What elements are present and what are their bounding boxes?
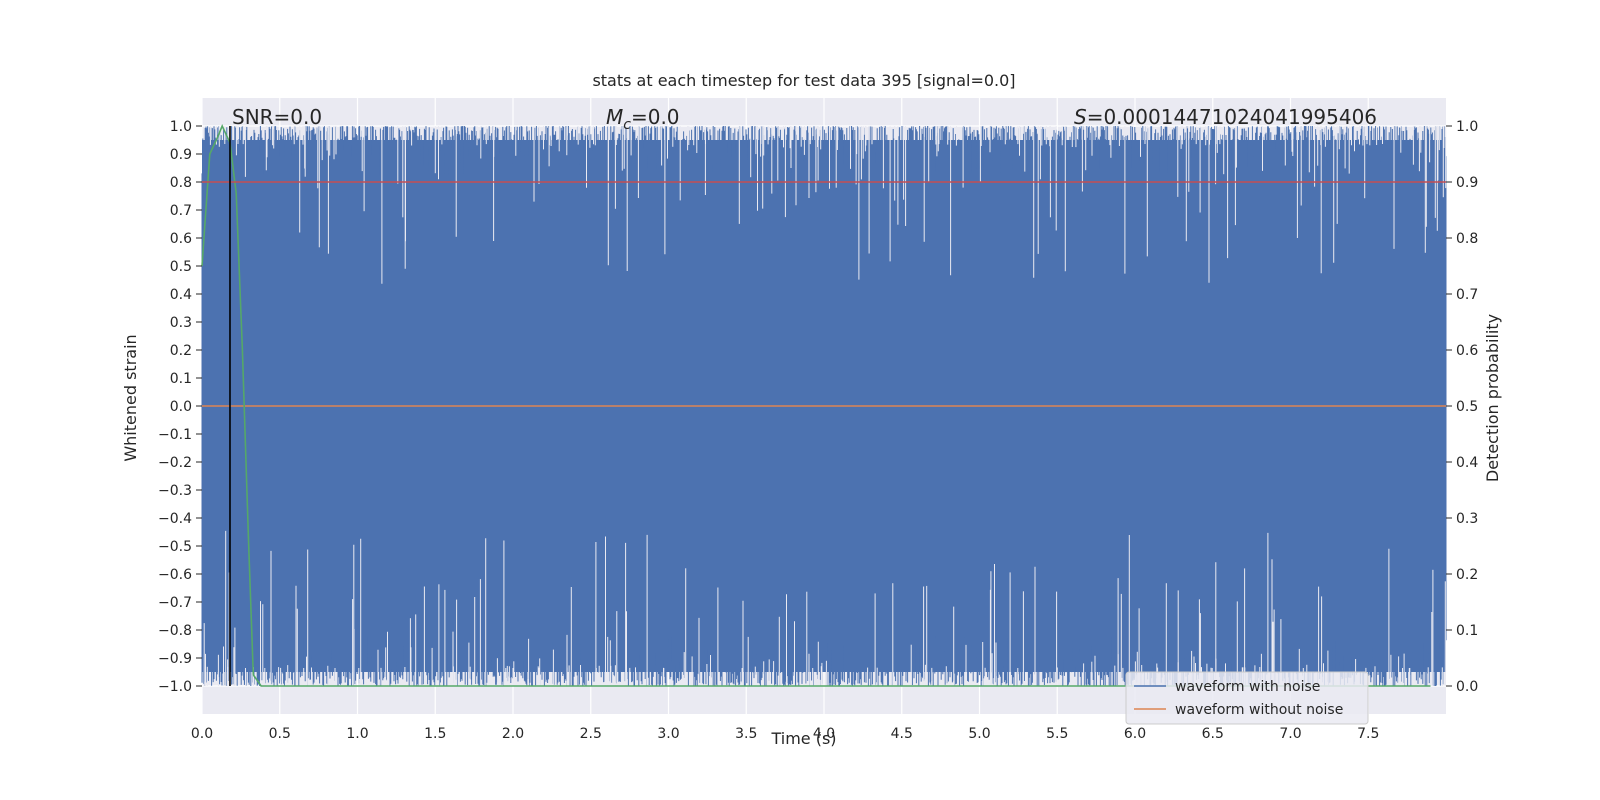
y-right-axis-label: Detection probability bbox=[1483, 314, 1502, 482]
x-tick-label: 6.5 bbox=[1202, 726, 1224, 742]
x-tick-label: 3.5 bbox=[735, 726, 757, 742]
y-left-tick-label: 0.9 bbox=[170, 147, 192, 163]
x-tick-label: 1.0 bbox=[346, 726, 368, 742]
y-right-tick-label: 0.9 bbox=[1456, 175, 1478, 191]
x-axis-label: Time (s) bbox=[770, 729, 836, 748]
y-right-tick-label: 1.0 bbox=[1456, 119, 1478, 135]
x-tick-label: 1.5 bbox=[424, 726, 446, 742]
annotation-s-symbol: S bbox=[1074, 105, 1087, 129]
chart-title: stats at each timestep for test data 395… bbox=[592, 71, 1015, 90]
y-left-tick-label: −0.9 bbox=[158, 651, 192, 667]
x-tick-label: 7.5 bbox=[1357, 726, 1379, 742]
y-left-tick-label: −0.3 bbox=[158, 483, 192, 499]
y-left-tick-label: −0.4 bbox=[158, 511, 192, 527]
y-left-tick-label: 0.8 bbox=[170, 175, 192, 191]
y-left-tick-label: 0.7 bbox=[170, 203, 192, 219]
y-right-tick-label: 0.1 bbox=[1456, 623, 1478, 639]
annotation-chirp-mass-symbol: M bbox=[606, 105, 623, 129]
y-right-tick-label: 0.2 bbox=[1456, 567, 1478, 583]
legend-label-waveform-with-noise: waveform with noise bbox=[1175, 679, 1320, 695]
annotation-snr-statistic: S=0.0001447102404199540​6 bbox=[1074, 105, 1377, 129]
annotation-snr: SNR=0.0 bbox=[232, 105, 322, 129]
y-right-tick-label: 0.7 bbox=[1456, 287, 1478, 303]
x-tick-label: 0.5 bbox=[269, 726, 291, 742]
y-left-tick-label: 0.2 bbox=[170, 343, 192, 359]
x-tick-label: 4.0 bbox=[813, 726, 835, 742]
legend: waveform with noise waveform without noi… bbox=[1125, 671, 1369, 725]
y-left-tick-label: 0.0 bbox=[170, 399, 192, 415]
x-tick-label: 2.0 bbox=[502, 726, 524, 742]
y-right-tick-label: 0.5 bbox=[1456, 399, 1478, 415]
x-tick-label: 7.0 bbox=[1279, 726, 1301, 742]
x-tick-label: 2.5 bbox=[580, 726, 602, 742]
y-left-tick-label: −0.5 bbox=[158, 539, 192, 555]
y-left-tick-label: 0.4 bbox=[170, 287, 192, 303]
annotation-chirp-mass: Mc=0.0 bbox=[606, 105, 680, 133]
y-left-tick-label: 0.1 bbox=[170, 371, 192, 387]
y-left-tick-label: −0.7 bbox=[158, 595, 192, 611]
legend-box bbox=[1125, 671, 1369, 725]
annotation-s-value: =0.0001447102404199540​6 bbox=[1087, 105, 1377, 129]
y-left-tick-label: −0.1 bbox=[158, 427, 192, 443]
y-left-tick-label: −1.0 bbox=[158, 679, 192, 695]
x-tick-label: 3.0 bbox=[657, 726, 679, 742]
x-tick-label: 4.5 bbox=[891, 726, 913, 742]
legend-label-waveform-without-noise: waveform without noise bbox=[1175, 702, 1343, 718]
x-tick-label: 6.0 bbox=[1124, 726, 1146, 742]
series-line-2 bbox=[201, 124, 1431, 687]
x-tick-label: 0.0 bbox=[191, 726, 213, 742]
y-right-tick-label: 0.0 bbox=[1456, 679, 1478, 695]
y-left-tick-label: 0.6 bbox=[170, 231, 192, 247]
x-tick-label: 5.5 bbox=[1046, 726, 1068, 742]
y-left-axis-ticks: 1.0 0.9 0.8 0.7 0.6 0.5 0.4 0.3 0.2 0.1 0.0 −0.1 −0.… bbox=[158, 119, 202, 695]
y-left-tick-label: −0.6 bbox=[158, 567, 192, 583]
series-lines bbox=[201, 124, 1446, 687]
y-left-tick-label: 0.3 bbox=[170, 315, 192, 331]
annotation-chirp-mass-value: =0.0 bbox=[631, 105, 680, 129]
annotation-chirp-mass-subscript: c bbox=[623, 117, 631, 133]
y-right-tick-label: 0.6 bbox=[1456, 343, 1478, 359]
y-right-axis-ticks: 1.0 0.9 0.8 0.7 0.6 0.5 0.4 0.3 0.2 0.1 0.0 bbox=[1446, 119, 1478, 695]
y-left-tick-label: 1.0 bbox=[170, 119, 192, 135]
x-tick-label: 5.0 bbox=[968, 726, 990, 742]
y-left-tick-label: −0.2 bbox=[158, 455, 192, 471]
x-axis-ticks: 0.0 0.5 1.0 1.5 2.0 2.5 3.0 3.5 4.0 4.5 5.0 5.5 6.0 6… bbox=[191, 726, 1380, 742]
y-right-tick-label: 0.8 bbox=[1456, 231, 1478, 247]
y-left-axis-label: Whitened strain bbox=[121, 334, 140, 461]
y-left-tick-label: 0.5 bbox=[170, 259, 192, 275]
y-right-tick-label: 0.3 bbox=[1456, 511, 1478, 527]
y-right-tick-label: 0.4 bbox=[1456, 455, 1478, 471]
y-left-tick-label: −0.8 bbox=[158, 623, 192, 639]
